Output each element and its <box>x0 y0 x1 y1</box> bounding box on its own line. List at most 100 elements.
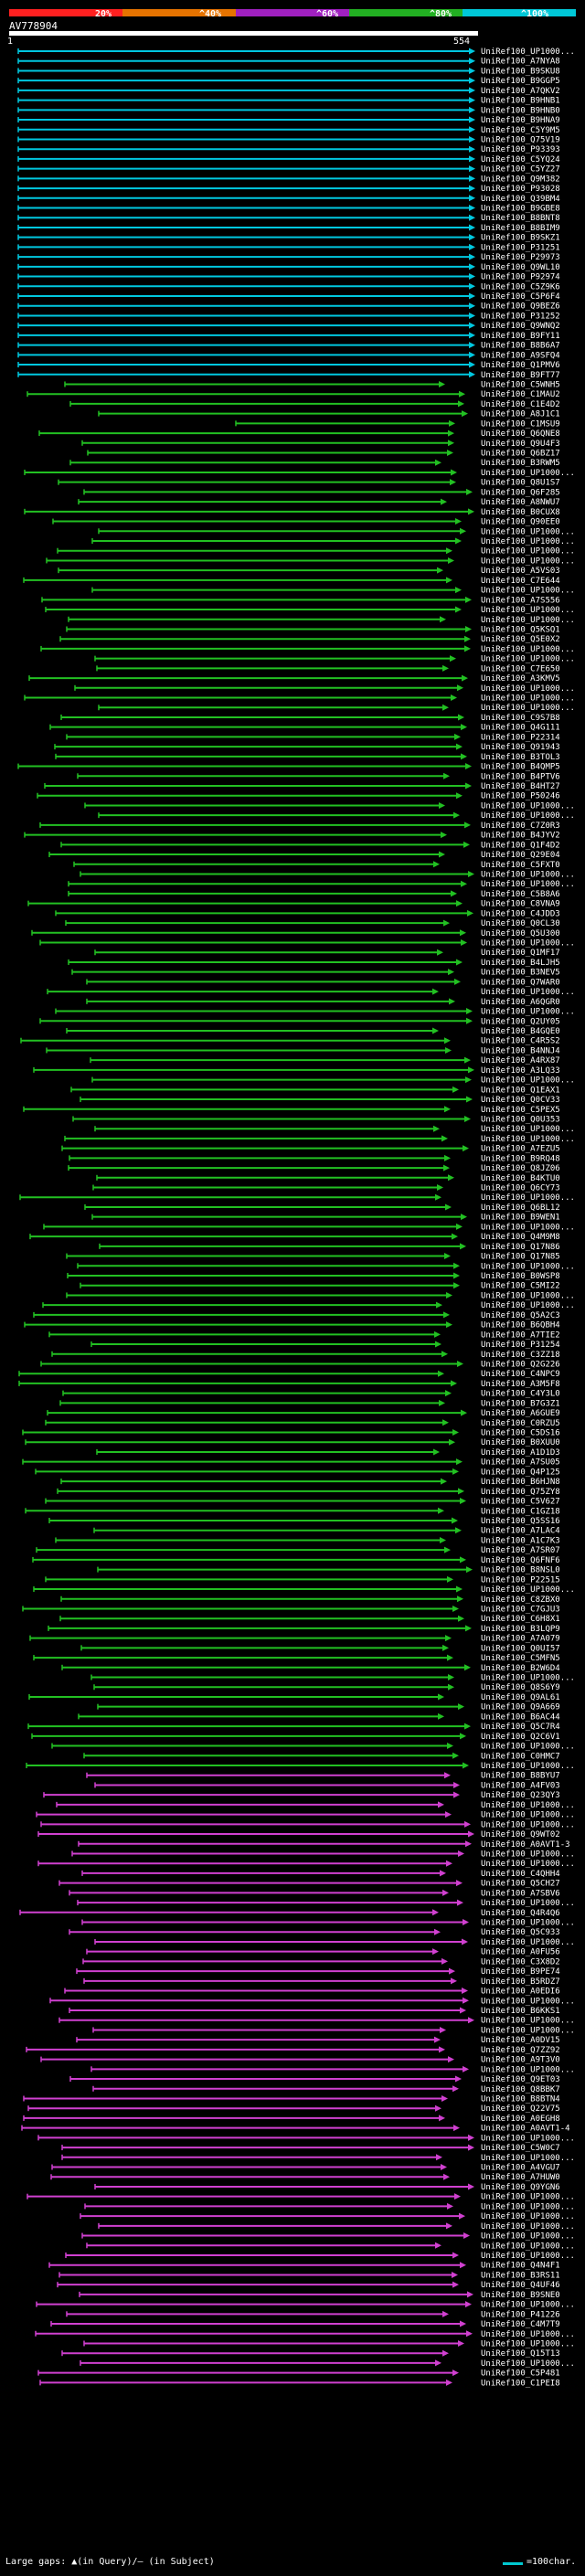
hit-row: UniRef100_A6GUE9 <box>47 1409 560 1418</box>
hit-arrow <box>444 1106 451 1113</box>
hit-arrow <box>469 342 475 349</box>
hit-label: UniRef100_C1GZ18 <box>481 1507 560 1516</box>
hit-label: UniRef100_C7E650 <box>481 664 560 673</box>
hit-label: UniRef100_C7Z0R3 <box>481 822 560 831</box>
hit-label: UniRef100_C5DS16 <box>481 1429 560 1438</box>
hit-row: UniRef100_UP1000... <box>65 2252 575 2261</box>
hit-row: UniRef100_B9SKZ1 <box>17 234 560 243</box>
hit-label: UniRef100_B8BTN4 <box>481 2094 560 2104</box>
hit-arrow <box>452 2271 458 2278</box>
hit-label: UniRef100_P29973 <box>481 253 560 262</box>
hit-label: UniRef100_Q9YGN6 <box>481 2183 560 2192</box>
hit-arrow <box>434 2036 441 2043</box>
hit-arrow <box>452 1605 459 1612</box>
hit-arrow <box>465 763 472 770</box>
hit-label: UniRef100_A7S556 <box>481 596 560 605</box>
hit-arrow <box>461 753 467 760</box>
hit-arrow <box>456 792 463 800</box>
hit-label: UniRef100_Q9WL10 <box>481 263 560 272</box>
hit-label: UniRef100_Q75ZY8 <box>481 1488 560 1497</box>
hit-row: UniRef100_B9GGP5 <box>17 77 560 86</box>
hit-label: UniRef100_A7HUW0 <box>481 2173 560 2182</box>
hit-label: UniRef100_Q9U4F3 <box>481 440 560 449</box>
hit-row: UniRef100_Q4R4Q6 <box>19 1909 560 1918</box>
hit-row: UniRef100_UP1000... <box>91 537 575 546</box>
hit-arrow <box>455 606 462 613</box>
hit-row: UniRef100_UP1000... <box>42 1301 575 1310</box>
hit-arrow <box>436 1301 442 1309</box>
hit-label: UniRef100_Q9AL61 <box>481 1693 560 1702</box>
hit-arrow <box>433 861 440 868</box>
hit-arrow <box>448 429 454 437</box>
hit-label: UniRef100_Q8JZ06 <box>481 1164 560 1173</box>
hit-label: UniRef100_Q9ET03 <box>481 2075 560 2084</box>
hit-label: UniRef100_C0HMC7 <box>481 1752 560 1761</box>
hit-row: UniRef100_UP1000... <box>46 557 575 566</box>
hit-label: UniRef100_Q5C7R4 <box>481 1723 560 1732</box>
hit-arrow <box>467 909 473 917</box>
hit-label: UniRef100_Q8S6Y9 <box>481 1683 560 1692</box>
hit-row: UniRef100_UP1000... <box>66 1291 575 1300</box>
hit-row: UniRef100_UP1000... <box>35 2330 575 2339</box>
hit-label: UniRef100_UP1000... <box>481 2339 575 2348</box>
hit-label: UniRef100_A0EGH8 <box>481 2115 560 2124</box>
hit-row: UniRef100_UP1000... <box>27 2193 575 2202</box>
hit-row: UniRef100_B6HJN8 <box>60 1478 560 1487</box>
hit-row: UniRef100_Q8JZ06 <box>68 1164 560 1173</box>
hit-arrow <box>464 635 471 642</box>
hit-row: UniRef100_UP1000... <box>77 1899 575 1908</box>
hit-label: UniRef100_C5Y9M5 <box>481 126 560 135</box>
hit-label: UniRef100_B9SKZ1 <box>481 234 560 243</box>
hit-arrow <box>464 1664 471 1671</box>
hit-label: UniRef100_P50246 <box>481 792 560 801</box>
hit-row: UniRef100_B8BNT8 <box>17 214 560 223</box>
hit-arrow <box>438 1507 444 1514</box>
hit-label: UniRef100_A0EDI6 <box>481 1988 560 1997</box>
hit-row: UniRef100_UP1000... <box>61 2154 575 2163</box>
hit-label: UniRef100_B8BIM9 <box>481 224 560 233</box>
hit-arrow <box>452 1429 459 1436</box>
hit-arrow <box>460 2262 466 2269</box>
hit-row: UniRef100_B4PTV6 <box>77 772 560 781</box>
hit-label: UniRef100_UP1000... <box>481 2212 575 2221</box>
hit-label: UniRef100_A4RX87 <box>481 1056 560 1065</box>
scale-segment <box>349 9 463 16</box>
hit-arrow <box>444 1772 451 1779</box>
hit-row: UniRef100_A0AVT1-4 <box>21 2125 570 2134</box>
hit-label: UniRef100_P92974 <box>481 273 560 282</box>
hit-row: UniRef100_B8BIM9 <box>17 224 560 233</box>
hit-row: UniRef100_UP1000... <box>81 1919 575 1928</box>
hit-row: UniRef100_Q6BL12 <box>84 1203 560 1213</box>
hit-row: UniRef100_UP1000... <box>80 870 575 879</box>
hit-arrow <box>451 1380 457 1387</box>
hit-label: UniRef100_UP1000... <box>481 1262 575 1271</box>
hit-label: UniRef100_A1D1D3 <box>481 1448 560 1458</box>
hit-arrow <box>451 1977 457 1985</box>
hit-label: UniRef100_UP1000... <box>481 606 575 615</box>
hit-row: UniRef100_P93393 <box>17 145 560 154</box>
hit-arrow <box>441 832 447 839</box>
hit-label: UniRef100_Q75V19 <box>481 135 560 144</box>
hit-row: UniRef100_UP1000... <box>33 1585 575 1595</box>
hit-row: UniRef100_Q22V75 <box>27 2104 560 2114</box>
hit-arrow <box>452 2369 459 2377</box>
hit-row: UniRef100_A3KMV5 <box>28 674 560 684</box>
hit-label: UniRef100_Q8U1S7 <box>481 479 560 488</box>
hit-label: UniRef100_UP1000... <box>481 2017 575 2026</box>
hit-label: UniRef100_B4KTU0 <box>481 1174 560 1183</box>
hit-arrow <box>437 949 443 956</box>
hit-label: UniRef100_UP1000... <box>481 557 575 566</box>
hit-row: UniRef100_P31252 <box>17 312 560 321</box>
hit-row: UniRef100_UP1000... <box>58 2017 575 2026</box>
hit-row: UniRef100_UP1000... <box>47 988 575 997</box>
hit-row: UniRef100_UP1000... <box>92 2026 575 2035</box>
hit-arrow <box>452 1086 459 1093</box>
hit-arrow <box>453 1272 460 1279</box>
hit-row: UniRef100_Q23QY3 <box>43 1791 560 1800</box>
hit-arrow <box>450 655 456 663</box>
hit-label: UniRef100_Q4G111 <box>481 724 560 733</box>
query-start: 1 <box>7 37 14 47</box>
hit-row: UniRef100_Q75V19 <box>17 135 560 144</box>
hit-label: UniRef100_P41226 <box>481 2310 560 2319</box>
hit-row: UniRef100_Q5SS16 <box>48 1517 560 1526</box>
